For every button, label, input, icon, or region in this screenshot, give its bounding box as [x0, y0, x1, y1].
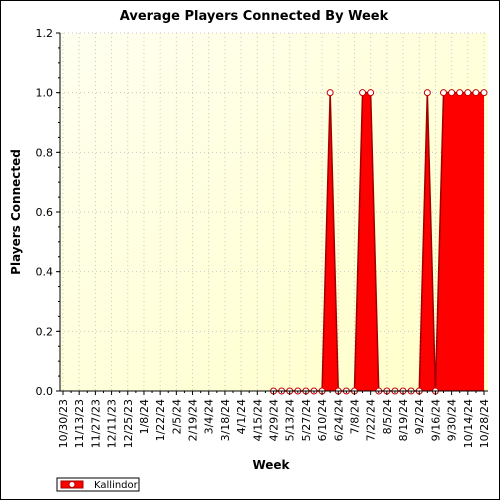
marker — [472, 89, 480, 97]
marker — [480, 89, 488, 97]
x-tick-label: 6/24/24 — [332, 399, 345, 441]
marker — [326, 89, 334, 97]
x-tick-label: 7/22/24 — [365, 399, 378, 441]
x-axis-title: Week — [252, 458, 290, 472]
x-tick-label: 9/30/24 — [446, 399, 459, 441]
marker — [456, 89, 464, 97]
marker — [448, 89, 456, 97]
x-tick-label: 8/19/24 — [397, 399, 410, 441]
legend-marker — [68, 481, 76, 488]
y-tick-label: 1.0 — [36, 87, 54, 100]
x-tick-label: 3/18/24 — [219, 399, 232, 441]
x-tick-label: 11/13/23 — [73, 399, 86, 448]
marker — [359, 89, 367, 97]
x-tick-label: 2/5/24 — [170, 399, 183, 434]
x-tick-label: 10/28/24 — [478, 399, 491, 448]
x-tick-label: 2/19/24 — [187, 399, 200, 441]
x-tick-label: 3/4/24 — [203, 399, 216, 434]
area — [273, 92, 484, 392]
chart-title: Average Players Connected By Week — [120, 9, 389, 24]
x-tick-label: 7/8/24 — [348, 399, 361, 434]
x-tick-label: 9/16/24 — [429, 399, 442, 441]
marker — [423, 89, 431, 97]
x-tick-label: 12/25/23 — [122, 399, 135, 448]
x-tick-label: 1/22/24 — [154, 399, 167, 441]
x-tick-label: 4/15/24 — [251, 399, 264, 441]
x-tick-label: 5/13/24 — [284, 399, 297, 441]
y-tick-label: 0.0 — [36, 385, 54, 398]
x-tick-label: 5/27/24 — [300, 399, 313, 441]
axes: 0.0 0.2 0.4 0.6 0.8 1.0 1.2 10/30/23 11/13/23 11/… — [36, 27, 492, 448]
y-tick-label: 0.4 — [36, 266, 54, 279]
x-tick-label: 4/29/24 — [268, 399, 281, 441]
y-tick-label: 0.8 — [36, 146, 54, 159]
x-tick-label: 11/27/23 — [89, 399, 102, 448]
marks — [270, 89, 488, 395]
x-tick-label: 9/2/24 — [413, 399, 426, 434]
y-tick-label: 0.2 — [36, 325, 54, 338]
marker — [367, 89, 375, 97]
x-tick-label: 12/11/23 — [106, 399, 119, 448]
x-tick-label: 4/1/24 — [235, 399, 248, 434]
x-tick-label: 6/10/24 — [316, 399, 329, 441]
marker — [440, 89, 448, 97]
legend-label: Kallindor — [94, 480, 139, 491]
y-tick-label: 1.2 — [36, 27, 54, 40]
x-tick-label: 1/8/24 — [138, 399, 151, 434]
x-tick-label: 8/5/24 — [381, 399, 394, 434]
legend: Kallindor — [56, 477, 140, 492]
y-tick-label: 0.6 — [36, 206, 54, 219]
x-tick-label: 10/30/23 — [57, 399, 70, 448]
marker — [464, 89, 472, 97]
x-tick-label: 10/14/24 — [462, 399, 475, 448]
y-axis-title: Players Connected — [9, 149, 23, 275]
